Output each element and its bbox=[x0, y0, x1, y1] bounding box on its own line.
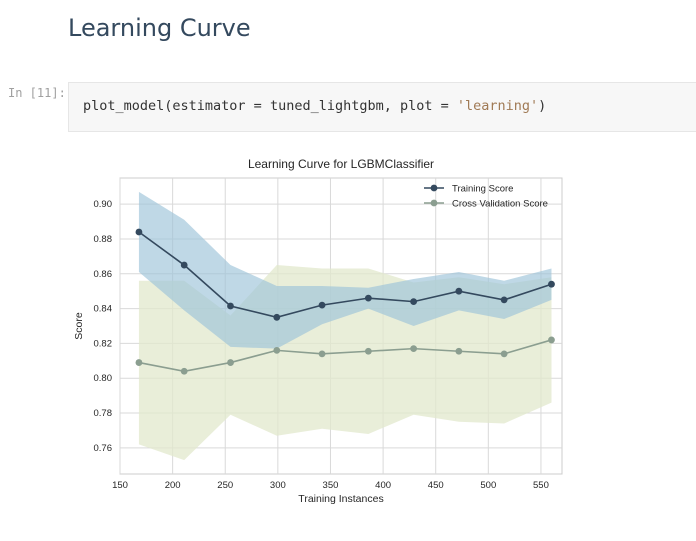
x-tick-label: 150 bbox=[112, 480, 128, 491]
score-points bbox=[135, 228, 555, 375]
y-tick-label: 0.82 bbox=[94, 338, 113, 349]
x-tick-label: 550 bbox=[533, 480, 549, 491]
cv-score-point bbox=[500, 350, 508, 358]
y-axis-label: Score bbox=[73, 312, 85, 340]
training-score-point bbox=[135, 228, 143, 236]
y-tick-label: 0.76 bbox=[94, 443, 113, 454]
legend: Training Score Cross Validation Score bbox=[424, 184, 548, 210]
training-score-point bbox=[180, 261, 188, 269]
code-close: ) bbox=[538, 98, 547, 114]
legend-marker bbox=[430, 184, 438, 192]
code-args: (estimator = tuned_lightgbm, plot = bbox=[164, 98, 457, 114]
cv-score-point bbox=[273, 346, 281, 354]
training-score-point bbox=[455, 287, 463, 295]
y-tick-label: 0.86 bbox=[94, 269, 113, 280]
cv-score-point bbox=[135, 359, 143, 366]
cv-score-point bbox=[180, 367, 188, 375]
x-tick-label: 250 bbox=[217, 480, 233, 491]
y-tick-label: 0.80 bbox=[94, 373, 113, 384]
y-tick-label: 0.88 bbox=[94, 234, 113, 245]
training-score-point bbox=[364, 294, 372, 302]
cv-score-point bbox=[227, 359, 234, 366]
cv-score-point bbox=[548, 336, 555, 344]
x-tick-label: 300 bbox=[270, 480, 286, 491]
training-score-point bbox=[410, 298, 418, 306]
training-score-point bbox=[318, 301, 326, 309]
score-lines bbox=[138, 231, 552, 373]
y-tick-label: 0.90 bbox=[94, 199, 113, 210]
legend-marker bbox=[430, 199, 438, 207]
cv-score-point bbox=[410, 345, 418, 353]
training-score-point bbox=[273, 313, 281, 321]
learning-curve-chart: Learning Curve for LGBMClassifier 150 200… bbox=[73, 157, 563, 505]
code-line[interactable]: plot_model(estimator = tuned_lightgbm, p… bbox=[83, 98, 546, 114]
training-score-point bbox=[500, 296, 508, 304]
y-tick-label: 0.78 bbox=[94, 408, 113, 419]
legend-cv-score: Cross Validation Score bbox=[452, 199, 548, 210]
cv-score-point bbox=[364, 347, 372, 355]
cv-score-line bbox=[138, 339, 552, 373]
x-tick-label: 200 bbox=[165, 480, 181, 491]
cv-score-point bbox=[318, 350, 326, 358]
training-score-point bbox=[227, 302, 234, 310]
x-axis-label: Training Instances bbox=[298, 493, 383, 505]
x-tick-label: 450 bbox=[428, 480, 444, 491]
x-tick-label: 350 bbox=[323, 480, 339, 491]
code-cell[interactable]: plot_model(estimator = tuned_lightgbm, p… bbox=[68, 82, 696, 132]
y-tick-label: 0.84 bbox=[94, 304, 113, 315]
legend-training-score: Training Score bbox=[452, 184, 513, 195]
section-heading: Learning Curve bbox=[68, 14, 251, 42]
training-score-line bbox=[138, 231, 552, 319]
x-tick-label: 500 bbox=[480, 480, 496, 491]
cell-prompt: In [11]: bbox=[8, 86, 66, 100]
x-tick-labels: 150 200 250 300 350 400 450 500 550 bbox=[112, 480, 549, 491]
code-function: plot_model bbox=[83, 98, 165, 114]
cv-score-point bbox=[455, 347, 463, 355]
training-score-point bbox=[548, 280, 555, 288]
code-string: 'learning' bbox=[456, 98, 539, 114]
y-tick-labels: 0.76 0.78 0.80 0.82 0.84 0.86 0.88 0.90 bbox=[94, 199, 113, 454]
chart-title: Learning Curve for LGBMClassifier bbox=[248, 157, 434, 171]
x-tick-label: 400 bbox=[375, 480, 391, 491]
